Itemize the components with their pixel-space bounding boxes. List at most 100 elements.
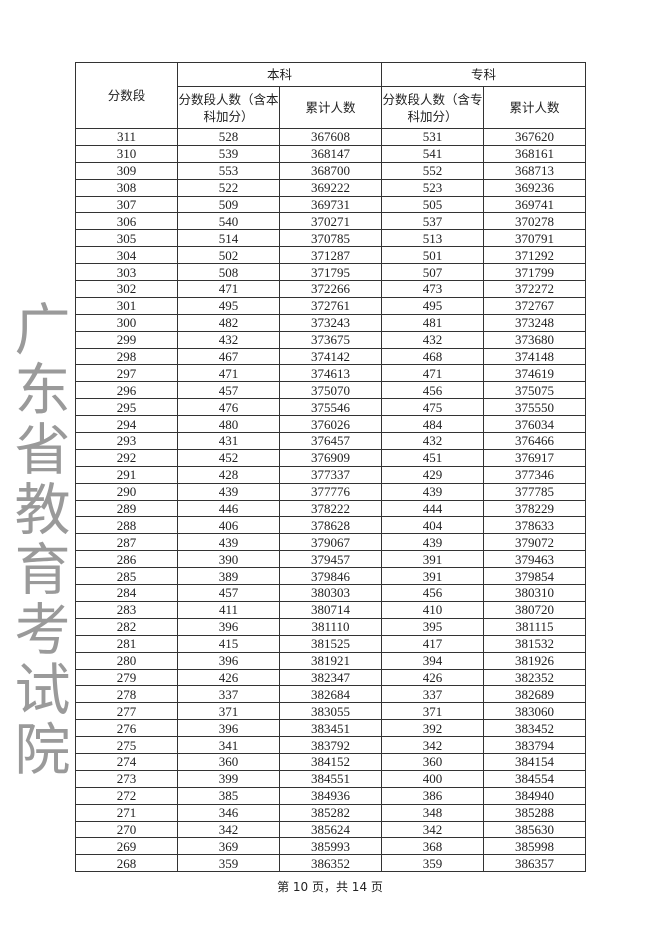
cell-zhuanke-cumulative: 381926: [483, 651, 587, 670]
table-row: 294 480 376026 484 376034: [75, 415, 587, 434]
cell-zhuanke-count: 337: [381, 685, 485, 704]
cell-zhuanke-cumulative: 369741: [483, 195, 587, 214]
cell-score: 300: [75, 313, 178, 332]
table-row: 287 439 379067 439 379072: [75, 533, 587, 552]
table-row: 291 428 377337 429 377346: [75, 465, 587, 484]
cell-zhuanke-cumulative: 378229: [483, 499, 587, 518]
cell-benke-cumulative: 372761: [278, 296, 383, 315]
cell-benke-cumulative: 384936: [278, 786, 383, 805]
table-body: 311 528 367608 531 367620 310 539 368147 541 3681…: [75, 128, 587, 873]
cell-zhuanke-cumulative: 377785: [483, 482, 587, 501]
cell-score: 302: [75, 280, 178, 298]
cell-benke-cumulative: 375546: [278, 398, 383, 417]
cell-zhuanke-cumulative: 384554: [483, 769, 587, 788]
cell-zhuanke-count: 473: [381, 280, 485, 298]
cell-benke-count: 522: [177, 178, 280, 197]
cell-score: 298: [75, 347, 178, 366]
cell-benke-count: 471: [177, 280, 280, 298]
cell-zhuanke-cumulative: 375075: [483, 381, 587, 400]
cell-zhuanke-count: 537: [381, 212, 485, 231]
cell-benke-count: 439: [177, 533, 280, 552]
cell-zhuanke-cumulative: 385288: [483, 803, 587, 822]
cell-score: 306: [75, 212, 178, 231]
cell-zhuanke-count: 495: [381, 296, 485, 315]
cell-zhuanke-cumulative: 373680: [483, 330, 587, 349]
table-row: 306 540 370271 537 370278: [75, 212, 587, 231]
cell-benke-count: 539: [177, 144, 280, 163]
cell-zhuanke-cumulative: 369236: [483, 178, 587, 197]
cell-zhuanke-cumulative: 384940: [483, 786, 587, 805]
cell-zhuanke-count: 501: [381, 246, 485, 265]
cell-benke-cumulative: 371287: [278, 246, 383, 265]
table-row: 308 522 369222 523 369236: [75, 178, 587, 197]
cell-benke-count: 508: [177, 263, 280, 282]
cell-score: 282: [75, 617, 178, 636]
cell-score: 294: [75, 415, 178, 434]
cell-zhuanke-count: 386: [381, 786, 485, 805]
cell-zhuanke-count: 359: [381, 854, 485, 873]
cell-zhuanke-cumulative: 371292: [483, 246, 587, 265]
table-row: 290 439 377776 439 377785: [75, 482, 587, 501]
cell-benke-count: 432: [177, 330, 280, 349]
cell-score: 308: [75, 178, 178, 197]
cell-zhuanke-count: 394: [381, 651, 485, 670]
cell-benke-cumulative: 381921: [278, 651, 383, 670]
cell-benke-cumulative: 376026: [278, 415, 383, 434]
cell-benke-count: 385: [177, 786, 280, 805]
cell-zhuanke-cumulative: 373248: [483, 313, 587, 332]
table-row: 309 553 368700 552 368713: [75, 161, 587, 180]
table-row: 279 426 382347 426 382352: [75, 668, 587, 687]
cell-benke-count: 415: [177, 634, 280, 653]
cell-benke-cumulative: 382684: [278, 685, 383, 704]
table-row: 278 337 382684 337 382689: [75, 685, 587, 704]
cell-benke-count: 471: [177, 364, 280, 383]
cell-benke-cumulative: 372266: [278, 280, 383, 298]
cell-benke-cumulative: 379846: [278, 567, 383, 586]
table-row: 288 406 378628 404 378633: [75, 516, 587, 535]
cell-zhuanke-cumulative: 381115: [483, 617, 587, 636]
table-row: 269 369 385993 368 385998: [75, 837, 587, 856]
table-row: 298 467 374142 468 374148: [75, 347, 587, 366]
cell-zhuanke-count: 342: [381, 820, 485, 839]
cell-benke-cumulative: 370271: [278, 212, 383, 231]
header-benke-cumulative: 累计人数: [278, 86, 383, 129]
cell-score: 295: [75, 398, 178, 417]
cell-zhuanke-cumulative: 380310: [483, 584, 587, 602]
watermark: 广东省教育考试院: [5, 300, 70, 780]
cell-score: 281: [75, 634, 178, 653]
table-row: 292 452 376909 451 376917: [75, 448, 587, 467]
cell-benke-count: 467: [177, 347, 280, 366]
table-row: 282 396 381110 395 381115: [75, 617, 587, 636]
cell-zhuanke-cumulative: 368161: [483, 144, 587, 163]
cell-benke-count: 446: [177, 499, 280, 518]
cell-zhuanke-cumulative: 379072: [483, 533, 587, 552]
cell-benke-count: 411: [177, 600, 280, 619]
cell-zhuanke-count: 432: [381, 330, 485, 349]
cell-benke-count: 426: [177, 668, 280, 687]
cell-benke-cumulative: 384551: [278, 769, 383, 788]
cell-score: 293: [75, 432, 178, 450]
cell-benke-count: 342: [177, 820, 280, 839]
score-distribution-table: 分数段 本科 专科 分数段人数（含本科加分） 累计人数 分数段人数（含专科加分）…: [75, 62, 587, 873]
cell-benke-cumulative: 384152: [278, 752, 383, 771]
cell-benke-count: 439: [177, 482, 280, 501]
cell-benke-cumulative: 374613: [278, 364, 383, 383]
cell-zhuanke-count: 456: [381, 584, 485, 602]
cell-benke-cumulative: 369731: [278, 195, 383, 214]
page-footer: 第 10 页，共 14 页: [277, 880, 383, 894]
cell-score: 288: [75, 516, 178, 535]
table-row: 273 399 384551 400 384554: [75, 769, 587, 788]
cell-benke-cumulative: 378628: [278, 516, 383, 535]
cell-zhuanke-cumulative: 372767: [483, 296, 587, 315]
cell-benke-count: 502: [177, 246, 280, 265]
cell-zhuanke-count: 456: [381, 381, 485, 400]
cell-benke-count: 360: [177, 752, 280, 771]
cell-zhuanke-cumulative: 382689: [483, 685, 587, 704]
cell-score: 283: [75, 600, 178, 619]
header-benke: 本科: [176, 62, 383, 87]
table-row: 271 346 385282 348 385288: [75, 803, 587, 822]
cell-benke-count: 540: [177, 212, 280, 231]
cell-benke-count: 528: [177, 128, 280, 146]
table-row: 300 482 373243 481 373248: [75, 313, 587, 332]
cell-zhuanke-count: 371: [381, 702, 485, 721]
